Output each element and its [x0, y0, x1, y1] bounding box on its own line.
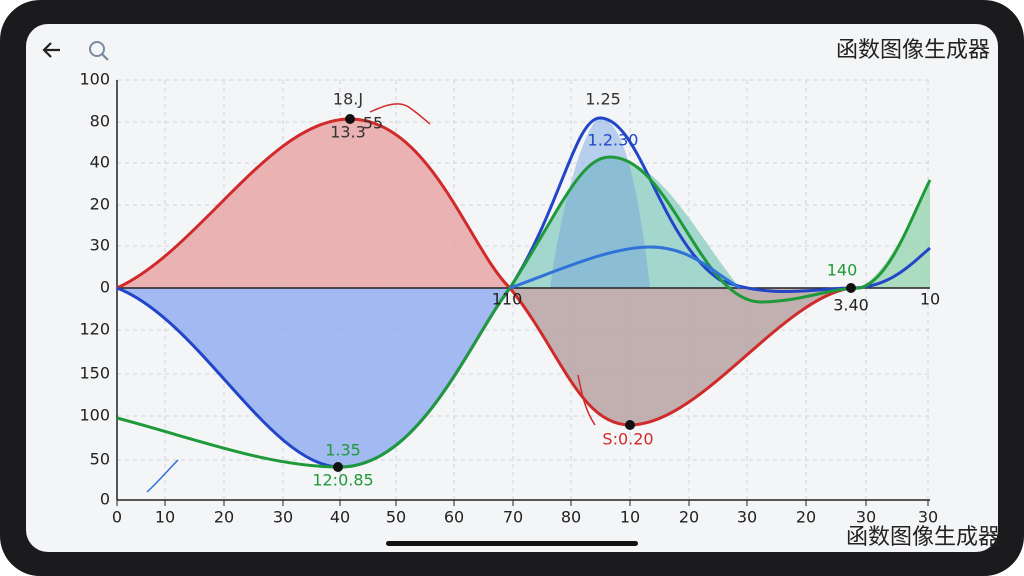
x-axis-label: 30: [918, 508, 938, 527]
point: [625, 420, 635, 430]
y-axis-label: 40: [90, 153, 110, 172]
y-axis-label: 30: [90, 236, 110, 255]
x-axis-label: 0: [112, 508, 122, 527]
blue-stroke-mark: [146, 459, 179, 493]
header-title: 函数图像生成器: [836, 38, 990, 63]
annotation: 12:0.85: [312, 471, 373, 490]
x-axis-label: 70: [503, 508, 523, 527]
home-indicator[interactable]: [386, 541, 638, 546]
back-button[interactable]: [42, 42, 60, 58]
annotation: 1.35: [325, 441, 361, 460]
y-axis-label: 120: [79, 320, 110, 339]
annotation: 13.3: [330, 123, 366, 142]
green-fill-right: [860, 180, 930, 288]
light-blue-curve: [509, 245, 741, 290]
annotation: 18.J: [333, 90, 363, 109]
y-axis-label: 0: [100, 278, 110, 297]
green-fill-top: [510, 157, 740, 288]
x-axis-label: 30: [856, 508, 876, 527]
y-axis-label: 150: [79, 364, 110, 383]
annotation: 1.25: [585, 90, 621, 109]
y-axis-label: 0: [100, 490, 110, 509]
x-axis-label: 40: [330, 508, 350, 527]
x-axis-label: 80: [561, 508, 581, 527]
blue-fill-bottom: [117, 288, 510, 467]
point: [333, 462, 343, 472]
x-axis-label: 10: [620, 508, 640, 527]
red-fill-top: [117, 119, 510, 288]
red-stroke-mark: [369, 103, 431, 125]
x-axis-label: 10: [155, 508, 175, 527]
y-axis-label: 100: [79, 70, 110, 89]
y-axis-label: 20: [90, 195, 110, 214]
point: [345, 114, 355, 124]
blue-curve: [116, 116, 931, 469]
footer-title: 函数图像生成器: [846, 525, 1000, 550]
y-axis-label: 50: [90, 450, 110, 469]
annotation: 1.2.30: [588, 131, 639, 150]
annotation: 55: [363, 114, 383, 133]
x-axis-label: 20: [796, 508, 816, 527]
zero-line-label: 10: [920, 290, 940, 309]
search-button[interactable]: [89, 41, 109, 61]
x-axis-label: 50: [386, 508, 406, 527]
y-axis-label: 80: [90, 112, 110, 131]
y-axis-label: 100: [79, 406, 110, 425]
x-axis-label: 20: [679, 508, 699, 527]
x-axis-label: 30: [737, 508, 757, 527]
annotation: S:0.20: [602, 430, 653, 449]
x-axis-label: 60: [444, 508, 464, 527]
annotation: 140: [827, 261, 858, 280]
x-axis-label: 30: [273, 508, 293, 527]
red-fill-bottom: [510, 288, 850, 425]
x-axis-label: 20: [214, 508, 234, 527]
point: [846, 283, 856, 293]
zero-line-label: 110: [492, 290, 523, 309]
zero-line-label: 3.40: [833, 296, 869, 315]
red-stroke-mark: [577, 374, 596, 426]
